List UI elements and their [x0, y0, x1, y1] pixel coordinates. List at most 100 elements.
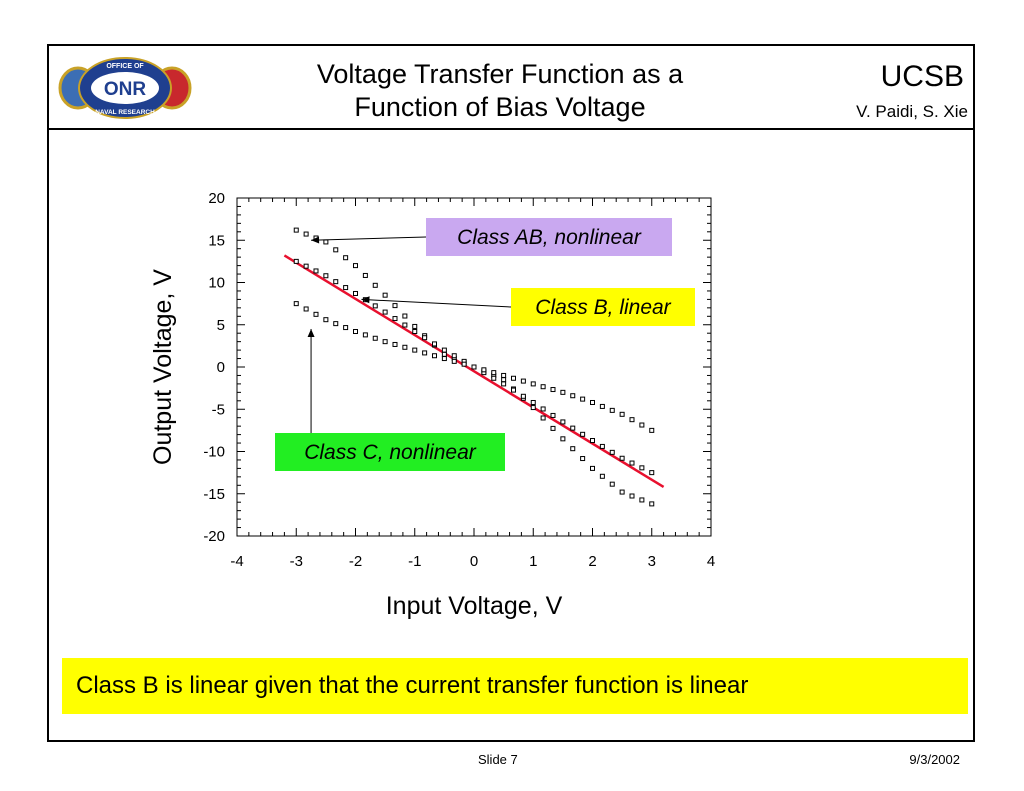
data-point [333, 321, 339, 327]
y-tick-label: 5 [217, 317, 225, 334]
slide-number: Slide 7 [478, 752, 518, 767]
x-tick-label: -1 [408, 553, 421, 570]
data-point [540, 415, 546, 421]
title-line-2: Function of Bias Voltage [354, 92, 646, 122]
data-point [570, 446, 576, 452]
data-point [550, 412, 556, 418]
data-point [392, 303, 398, 309]
data-point [511, 387, 516, 393]
annotation-box [511, 288, 695, 326]
data-point [382, 292, 388, 298]
y-axis-label: Output Voltage, V [149, 269, 177, 465]
data-point [501, 381, 507, 387]
logo-mid-text: ONR [104, 79, 147, 100]
data-point [580, 431, 586, 437]
data-point [362, 272, 368, 278]
data-point [293, 301, 299, 307]
data-point [353, 290, 358, 296]
x-tick-label: 1 [529, 553, 537, 570]
data-point [550, 425, 556, 431]
data-point [530, 405, 536, 411]
data-point [540, 406, 546, 412]
annotation-label: Class B, linear [535, 296, 671, 319]
data-point [323, 317, 329, 323]
annotations: Class AB, nonlinear Class B, linear Class … [275, 218, 695, 471]
logo-center [91, 72, 159, 104]
data-point [303, 306, 309, 312]
data-point [599, 443, 605, 449]
data-point [609, 481, 615, 487]
y-tick-label: 0 [217, 359, 225, 376]
data-point [293, 227, 299, 233]
data-point [511, 375, 516, 381]
data-point [491, 370, 497, 376]
annotation-arrow [311, 236, 427, 241]
data-point [471, 364, 477, 370]
logo-top-text: OFFICE OF [106, 63, 144, 70]
logo-bottom-text: NAVAL RESEARCH [95, 109, 155, 116]
conclusion-banner: Class B is linear given that the current… [62, 658, 968, 714]
data-point [520, 393, 526, 399]
data-point [412, 329, 418, 335]
data-point [343, 325, 349, 331]
data-point [629, 460, 635, 466]
annotation-label: Class AB, nonlinear [457, 226, 642, 249]
data-point [303, 263, 309, 269]
data-point [520, 378, 526, 384]
slide-date: 9/3/2002 [909, 752, 960, 767]
data-point [639, 422, 645, 428]
data-point [580, 396, 586, 402]
org-name: UCSB [880, 60, 964, 93]
data-point [353, 329, 358, 335]
data-point [451, 353, 457, 359]
data-point [461, 361, 467, 367]
annotation-arrow [361, 298, 512, 308]
data-point [649, 470, 655, 476]
data-points [293, 227, 655, 507]
y-tick-label: 20 [208, 190, 225, 207]
annotation-box [275, 433, 505, 471]
slide-frame [47, 44, 975, 742]
data-point [402, 344, 408, 350]
data-point [303, 231, 309, 237]
data-point [402, 322, 408, 328]
annotation-box [426, 218, 672, 256]
annotation-arrowhead [311, 236, 320, 244]
data-point [560, 436, 566, 442]
x-tick-label: -2 [349, 553, 362, 570]
data-point [580, 456, 586, 462]
data-point [560, 419, 566, 425]
data-point [382, 339, 388, 345]
data-point [422, 335, 428, 341]
data-point [619, 455, 625, 461]
x-tick-label: -3 [290, 553, 303, 570]
data-point [422, 350, 428, 356]
data-point [432, 353, 437, 359]
y-tick-label: -10 [203, 444, 225, 461]
data-point [649, 501, 655, 507]
data-point [362, 332, 368, 338]
data-point [343, 285, 349, 291]
y-tick-label: 10 [208, 275, 225, 292]
y-tick-label: -15 [203, 486, 225, 503]
onr-logo: OFFICE OF ONR NAVAL RESEARCH [58, 57, 192, 119]
x-tick-label: 4 [707, 553, 715, 570]
data-point [382, 309, 388, 315]
data-point [590, 465, 595, 471]
data-point [530, 399, 536, 405]
data-point [590, 438, 595, 444]
data-point [639, 465, 645, 471]
data-point [501, 372, 507, 378]
data-point [353, 263, 358, 269]
x-tick-label: 0 [470, 553, 478, 570]
data-point [313, 311, 319, 317]
data-point [441, 351, 447, 357]
data-point [599, 473, 605, 479]
data-point [451, 358, 457, 364]
header-divider [47, 128, 975, 130]
x-tick-label: 3 [648, 553, 656, 570]
data-point [323, 239, 329, 245]
slide-title: Voltage Transfer Function as a Function … [250, 58, 750, 124]
data-point [372, 282, 378, 288]
